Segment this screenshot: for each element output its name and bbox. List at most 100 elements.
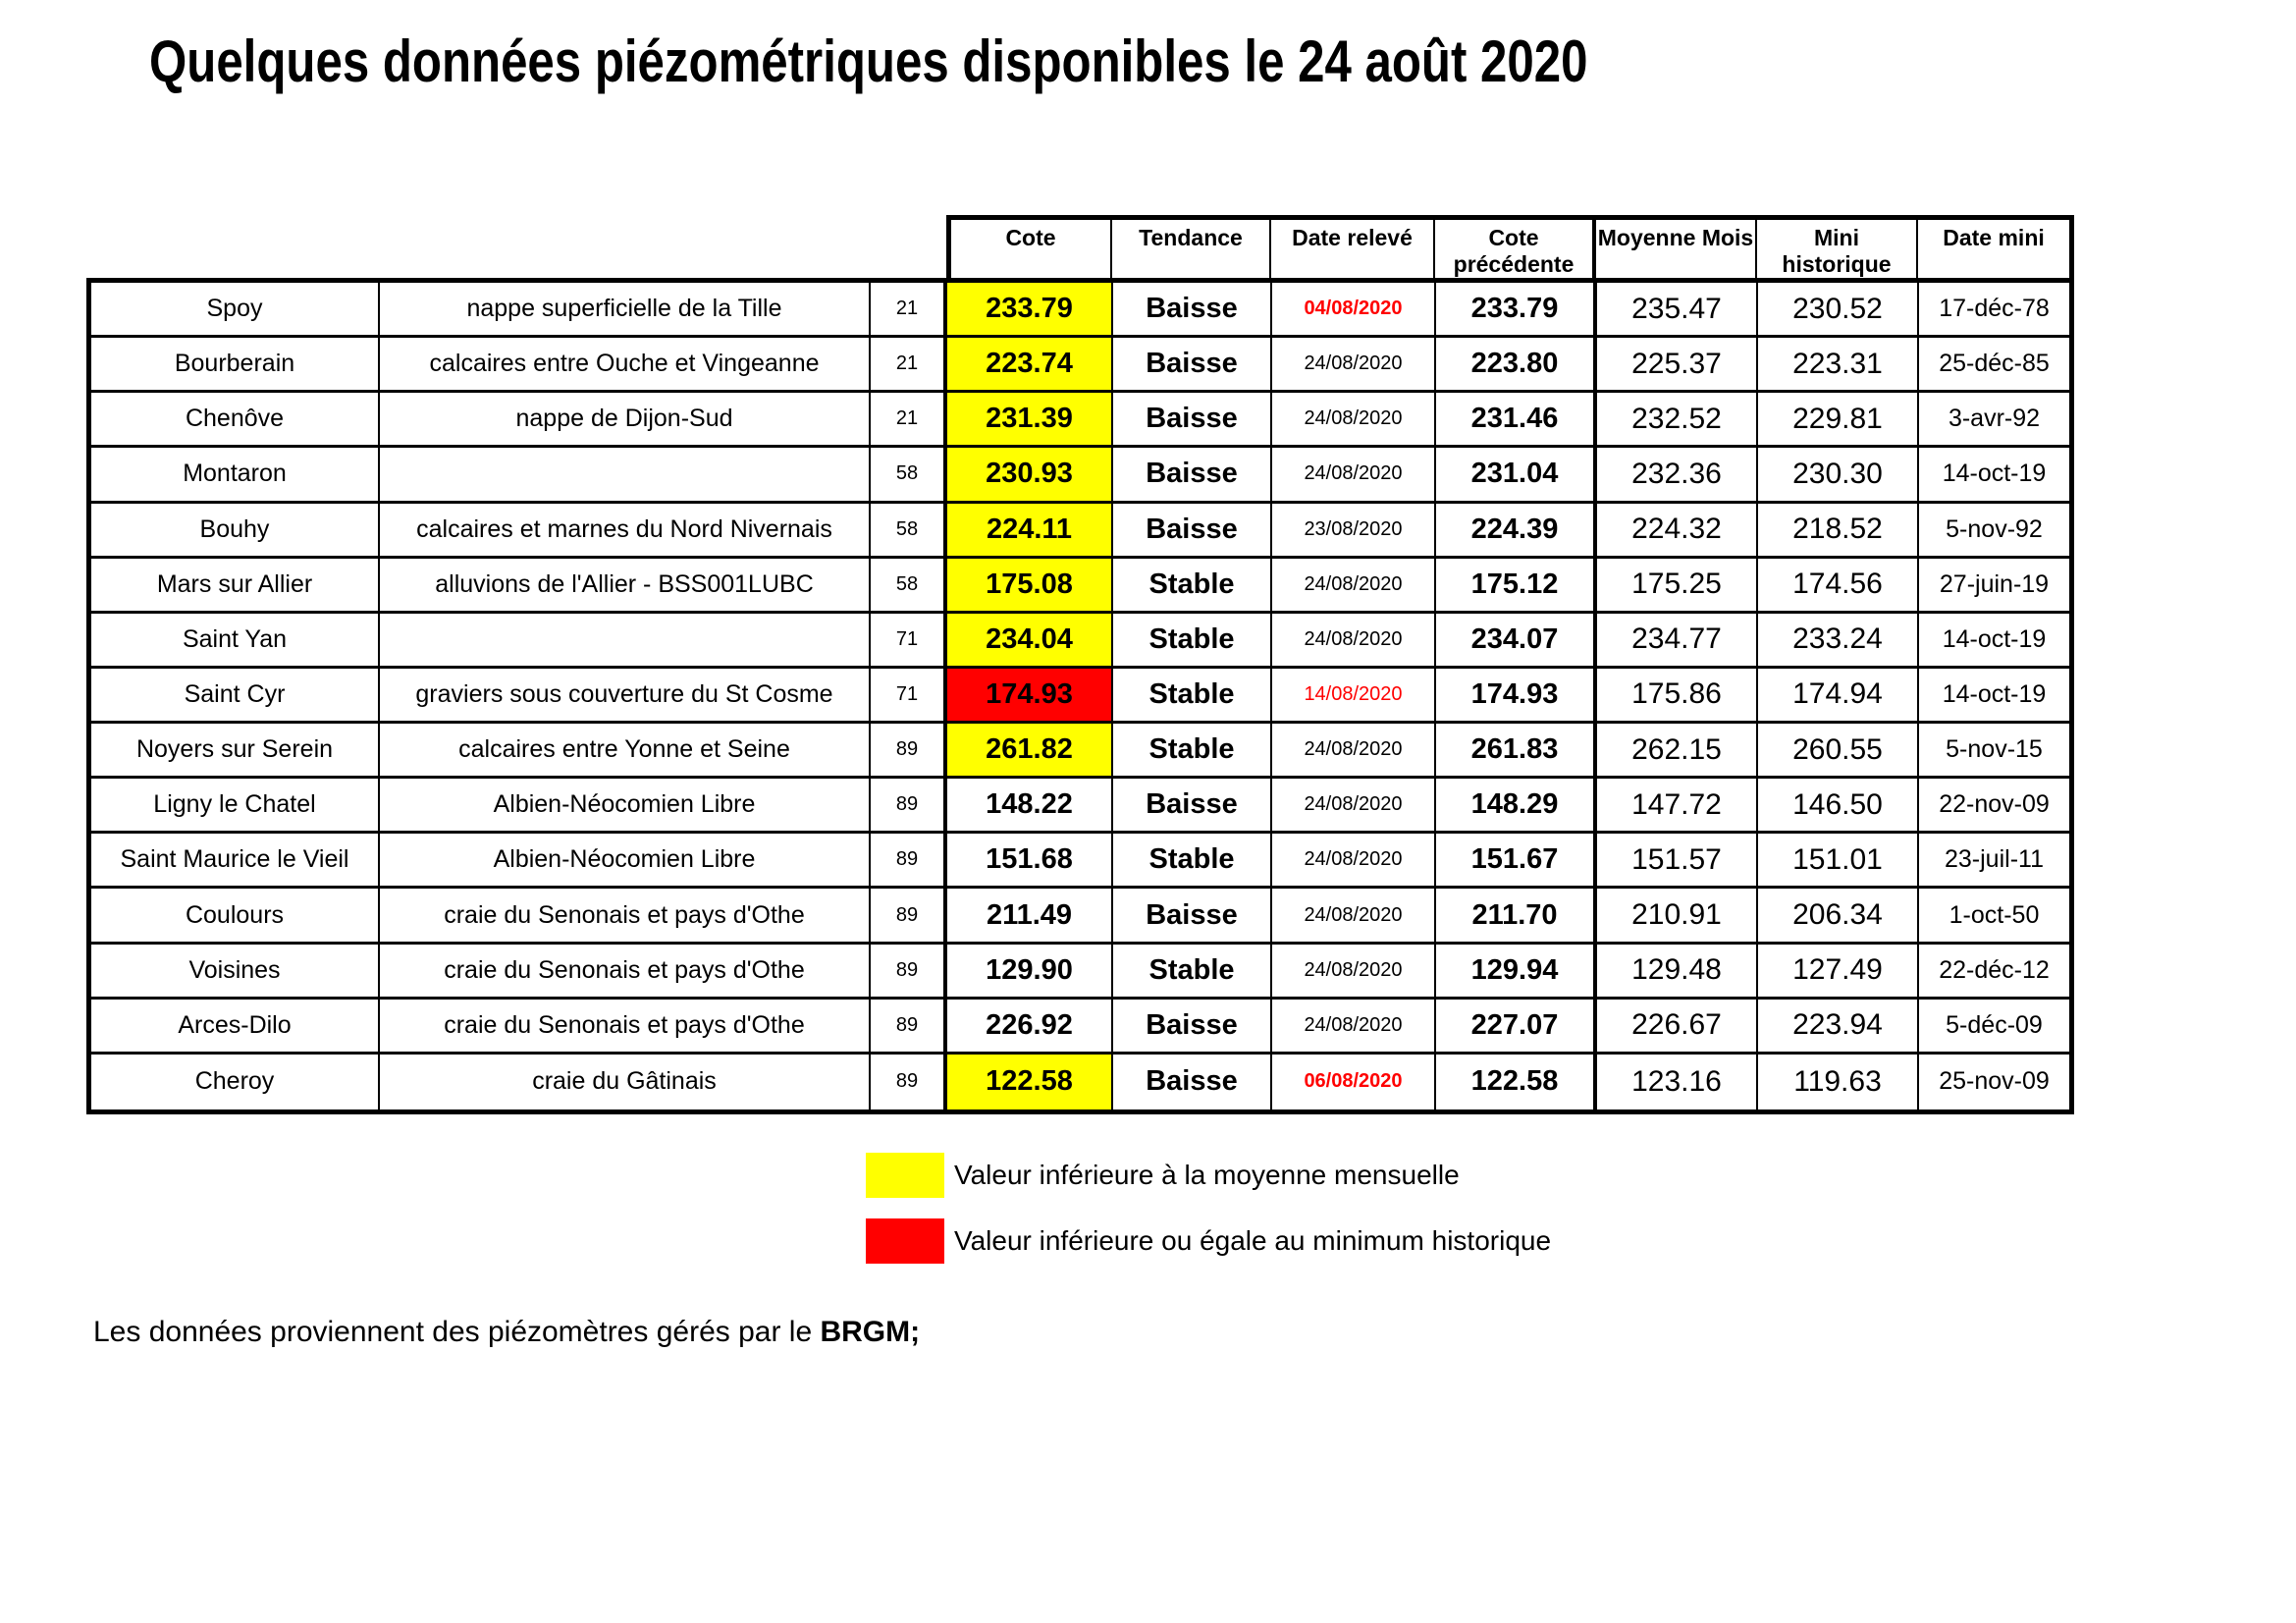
cell-date-mini: 14-oct-19: [1942, 679, 2047, 708]
cell-moyenne-mois: 232.36: [1597, 448, 1758, 501]
cell-date-releve: 24/08/2020: [1272, 338, 1436, 391]
cell-mini-historique: 260.55: [1758, 724, 1919, 777]
cell-moyenne-mois: 151.57: [1597, 834, 1758, 887]
cell-mini-historique: 223.31: [1758, 338, 1919, 391]
cell-cote: 148.22: [947, 779, 1113, 832]
cell-cote-precedente: 175.12: [1436, 558, 1597, 611]
cell-aquifer: nappe superficielle de la Tille: [380, 283, 871, 336]
table-row: Arces-Dilo craie du Senonais et pays d'O…: [91, 999, 2069, 1055]
cell-aquifer: [380, 448, 871, 501]
cell-moyenne-mois: 224.32: [1597, 503, 1758, 556]
cell-dept: 58: [871, 448, 947, 501]
table-header-row: Cote Tendance Date relevé Cote précédent…: [946, 215, 2074, 278]
cell-station: Bouhy: [91, 503, 380, 556]
cell-station: Bourberain: [91, 338, 380, 391]
cell-mini-historique: 146.50: [1758, 779, 1919, 832]
cell-cote-precedente: 231.46: [1436, 393, 1597, 446]
cell-dept: 89: [871, 944, 947, 997]
cell-moyenne-mois: 225.37: [1597, 338, 1758, 391]
cell-dept: 89: [871, 779, 947, 832]
cell-station: Saint Cyr: [91, 668, 380, 722]
header-label: Date mini: [1943, 225, 2045, 250]
cell-aquifer: Albien-Néocomien Libre: [380, 779, 871, 832]
legend-label: Valeur inférieure ou égale au minimum hi…: [954, 1225, 1552, 1256]
header-label: Mini historique: [1782, 225, 1892, 277]
cell-tendance: Baisse: [1113, 283, 1272, 336]
cell-cote: 122.58: [947, 1054, 1113, 1109]
cell-tendance: Baisse: [1113, 448, 1272, 501]
cell-dept: 58: [871, 503, 947, 556]
cell-cote: 224.11: [947, 503, 1113, 556]
cell-mini-historique: 229.81: [1758, 393, 1919, 446]
cell-cote-precedente: 211.70: [1436, 889, 1597, 942]
cell-mini-historique: 174.56: [1758, 558, 1919, 611]
cell-cote: 230.93: [947, 448, 1113, 501]
cell-moyenne-mois: 123.16: [1597, 1054, 1758, 1109]
cell-date-releve: 23/08/2020: [1272, 503, 1436, 556]
header-label: Tendance: [1139, 225, 1243, 250]
cell-aquifer: graviers sous couverture du St Cosme: [380, 668, 871, 722]
cell-date-releve: 24/08/2020: [1272, 889, 1436, 942]
red-swatch-icon: [866, 1218, 944, 1264]
cell-mini-historique: 223.94: [1758, 999, 1919, 1052]
cell-aquifer: calcaires entre Ouche et Vingeanne: [380, 338, 871, 391]
cell-date-releve: 04/08/2020: [1272, 283, 1436, 336]
cell-aquifer: craie du Gâtinais: [380, 1054, 871, 1109]
cell-station: Voisines: [91, 944, 380, 997]
header-label: Cote: [1005, 225, 1056, 250]
legend-label: Valeur inférieure à la moyenne mensuelle: [954, 1160, 1460, 1190]
cell-moyenne-mois: 234.77: [1597, 613, 1758, 666]
cell-date-mini: 5-nov-15: [1946, 735, 2043, 764]
cell-aquifer: [380, 613, 871, 666]
table-body: Spoy nappe superficielle de la Tille 21 …: [86, 278, 2074, 1114]
cell-cote-precedente: 129.94: [1436, 944, 1597, 997]
cell-dept: 21: [871, 283, 947, 336]
cell-dept: 71: [871, 668, 947, 722]
cell-date-mini: 17-déc-78: [1939, 295, 2050, 323]
cell-dept: 89: [871, 999, 947, 1052]
cell-mini-historique: 206.34: [1758, 889, 1919, 942]
cell-mini-historique: 233.24: [1758, 613, 1919, 666]
cell-cote-precedente: 224.39: [1436, 503, 1597, 556]
cell-date-mini: 22-déc-12: [1939, 955, 2050, 984]
cell-mini-historique: 119.63: [1758, 1054, 1919, 1109]
header-cell-tendance: Tendance: [1112, 220, 1271, 278]
table-row: Saint Maurice le Vieil Albien-Néocomien …: [91, 834, 2069, 890]
cell-tendance: Stable: [1113, 724, 1272, 777]
cell-mini-historique: 230.52: [1758, 283, 1919, 336]
cell-station: Noyers sur Serein: [91, 724, 380, 777]
cell-station: Chenôve: [91, 393, 380, 446]
cell-cote: 129.90: [947, 944, 1113, 997]
table-row: Voisines craie du Senonais et pays d'Oth…: [91, 944, 2069, 1000]
cell-date-releve: 24/08/2020: [1272, 834, 1436, 887]
cell-cote: 231.39: [947, 393, 1113, 446]
cell-date-mini: 27-juin-19: [1939, 569, 2050, 598]
cell-date-mini: 25-nov-09: [1939, 1067, 2050, 1096]
header-cell-mini-historique: Mini historique: [1757, 220, 1918, 278]
table-row: Montaron 58 230.93 Baisse 24/08/2020 231…: [91, 448, 2069, 504]
table-row: Spoy nappe superficielle de la Tille 21 …: [91, 283, 2069, 339]
cell-cote-precedente: 261.83: [1436, 724, 1597, 777]
cell-station: Montaron: [91, 448, 380, 501]
cell-moyenne-mois: 262.15: [1597, 724, 1758, 777]
table-row: Bourberain calcaires entre Ouche et Ving…: [91, 338, 2069, 394]
cell-cote-precedente: 233.79: [1436, 283, 1597, 336]
cell-cote: 151.68: [947, 834, 1113, 887]
cell-moyenne-mois: 226.67: [1597, 999, 1758, 1052]
cell-date-mini: 23-juil-11: [1945, 845, 2044, 874]
cell-station: Saint Yan: [91, 613, 380, 666]
table-row: Coulours craie du Senonais et pays d'Oth…: [91, 889, 2069, 945]
cell-aquifer: calcaires et marnes du Nord Nivernais: [380, 503, 871, 556]
cell-date-releve: 24/08/2020: [1272, 393, 1436, 446]
cell-cote-precedente: 148.29: [1436, 779, 1597, 832]
cell-moyenne-mois: 210.91: [1597, 889, 1758, 942]
cell-date-releve: 06/08/2020: [1272, 1054, 1436, 1109]
cell-station: Arces-Dilo: [91, 999, 380, 1052]
table-row: Mars sur Allier alluvions de l'Allier - …: [91, 558, 2069, 614]
cell-date-mini: 1-oct-50: [1949, 900, 2040, 929]
cell-date-mini: 14-oct-19: [1942, 624, 2047, 653]
cell-station: Cheroy: [91, 1054, 380, 1109]
cell-station: Mars sur Allier: [91, 558, 380, 611]
page-title: Quelques données piézométriques disponib…: [149, 28, 1588, 94]
cell-date-releve: 24/08/2020: [1272, 724, 1436, 777]
